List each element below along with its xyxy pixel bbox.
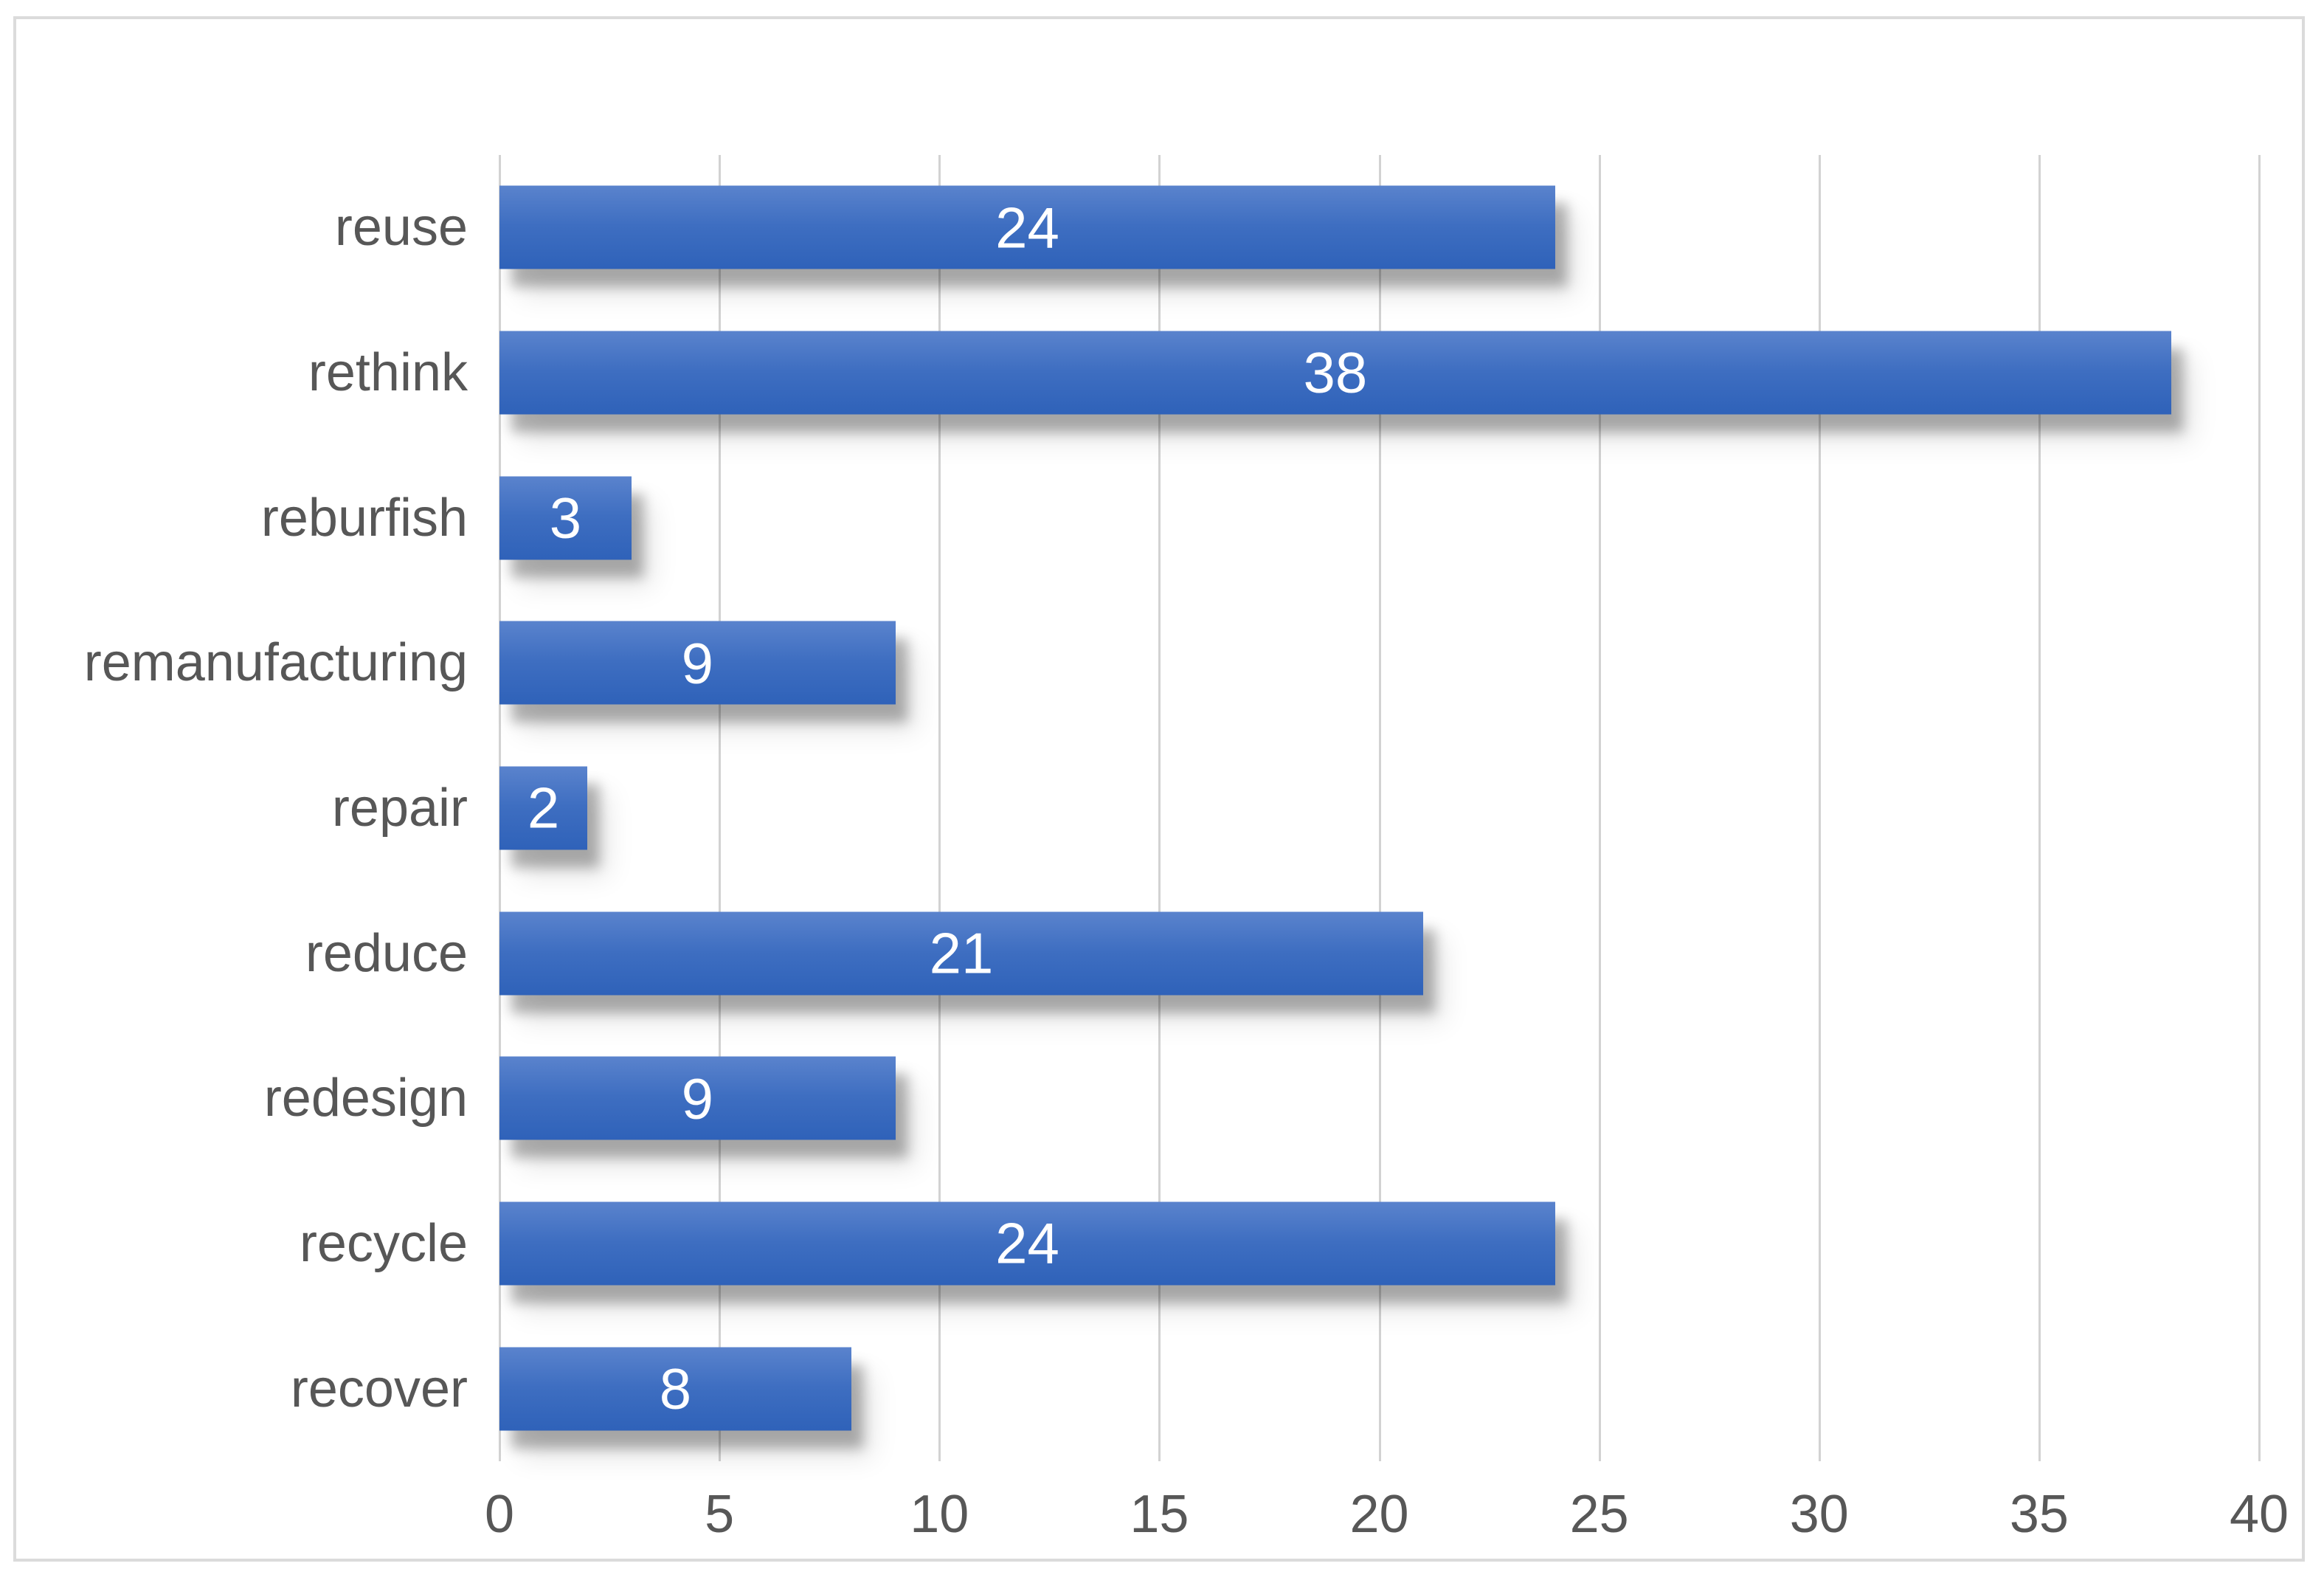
bar-redesign: 9	[499, 1056, 896, 1140]
category-row: rethink	[16, 300, 468, 446]
bar-row: 9	[499, 1026, 2259, 1171]
category-row: reburfish	[16, 445, 468, 590]
x-tick-label-15: 15	[1130, 1485, 1189, 1544]
x-tick-label-20: 20	[1349, 1485, 1409, 1544]
bar-remanufacturing: 9	[499, 621, 896, 705]
bar-value-label: 9	[681, 1066, 713, 1131]
category-row: recover	[16, 1316, 468, 1461]
bar-value-label: 3	[549, 485, 582, 551]
bar-row: 8	[499, 1316, 2259, 1461]
bar-row: 3	[499, 445, 2259, 590]
x-tick-label-30: 30	[1789, 1485, 1849, 1544]
category-label-repair: repair	[331, 778, 468, 838]
gridline-30	[1818, 155, 1821, 1461]
gridline-20	[1378, 155, 1381, 1461]
bar-row: 38	[499, 300, 2259, 446]
category-row: reuse	[16, 155, 468, 300]
bar-value-label: 24	[995, 1210, 1059, 1276]
bar-value-label: 9	[681, 630, 713, 696]
bar-row: 2	[499, 736, 2259, 881]
category-label-recover: recover	[290, 1359, 468, 1418]
category-label-remanufacturing: remanufacturing	[83, 633, 468, 693]
category-label-recycle: recycle	[299, 1213, 468, 1273]
x-tick-label-25: 25	[1569, 1485, 1629, 1544]
bar-value-label: 24	[995, 195, 1059, 261]
gridline-5	[719, 155, 722, 1461]
bar-row: 21	[499, 880, 2259, 1026]
bar-row: 24	[499, 155, 2259, 300]
value-axis: 0 5 10 15 20 25 30 35 40	[485, 1485, 2289, 1569]
category-label-redesign: redesign	[263, 1069, 468, 1128]
gridline-10	[938, 155, 941, 1461]
x-tick-label-40: 40	[2229, 1485, 2289, 1544]
x-tick-label-35: 35	[2009, 1485, 2069, 1544]
category-row: recycle	[16, 1171, 468, 1317]
gridline-40	[2258, 155, 2261, 1461]
category-label-reburfish: reburfish	[260, 488, 468, 548]
gridline-25	[1598, 155, 1601, 1461]
bar-rethink: 38	[499, 331, 2171, 415]
bar-value-label: 2	[527, 775, 560, 841]
bar-value-label: 8	[659, 1356, 692, 1421]
x-tick-label-10: 10	[910, 1485, 969, 1544]
x-tick-label-0: 0	[484, 1485, 515, 1544]
bar-row: 24	[499, 1171, 2259, 1317]
gridline-15	[1158, 155, 1161, 1461]
category-label-reuse: reuse	[334, 198, 468, 258]
bar-reburfish: 3	[499, 476, 632, 560]
bar-reduce: 21	[499, 911, 1424, 996]
category-label-rethink: rethink	[308, 342, 468, 402]
x-tick-label-5: 5	[705, 1485, 735, 1544]
gridline-35	[2038, 155, 2041, 1461]
category-row: reduce	[16, 880, 468, 1026]
bar-recover: 8	[499, 1347, 851, 1431]
bar-repair: 2	[499, 766, 588, 850]
bar-reuse: 24	[499, 185, 1555, 269]
plot-area: 24 38 3 9 2 21 9 24 8	[499, 155, 2261, 1461]
category-row: repair	[16, 736, 468, 881]
bar-recycle: 24	[499, 1201, 1555, 1286]
bar-value-label: 38	[1303, 339, 1368, 405]
category-label-reduce: reduce	[305, 923, 468, 983]
chart-frame: 24 38 3 9 2 21 9 24 8 reuse rethink reburfish reman…	[13, 16, 2305, 1562]
bar-value-label: 21	[929, 920, 994, 986]
category-axis: reuse rethink reburfish remanufacturing repa…	[16, 155, 468, 1461]
category-row: redesign	[16, 1026, 468, 1171]
category-row: remanufacturing	[16, 590, 468, 736]
bar-row: 9	[499, 590, 2259, 736]
